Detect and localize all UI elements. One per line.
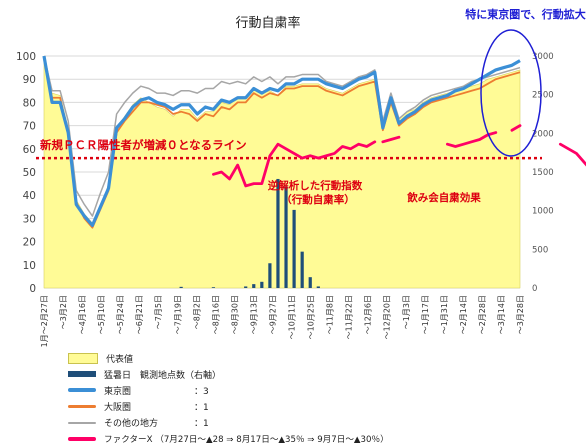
series-line-factor-x <box>381 135 401 144</box>
bar-heatwave <box>244 286 248 288</box>
x-tick-label: ～2月14日 <box>459 295 468 334</box>
y-right-tick-label: 3000 <box>532 52 554 62</box>
nomikai-annotation: 飲み会自粛効果 <box>406 191 481 204</box>
legend-swatch-line <box>68 437 96 442</box>
bar-heatwave <box>308 277 312 288</box>
factor-x-annotation-line1: 逆解析した行動指数 <box>268 179 363 192</box>
marker-layer <box>36 156 542 160</box>
x-tick-label: ～12月20日 <box>383 295 392 339</box>
bar-heatwave <box>211 287 216 288</box>
bar-heatwave <box>268 263 272 288</box>
factor-x-annotation-line2: （行動自粛率） <box>281 193 355 206</box>
y-right-tick-label: 0 <box>532 284 537 294</box>
x-tick-label: ～10月11日 <box>288 295 297 339</box>
axes-layer: 0102030405060708090100050010001500200025… <box>16 51 554 347</box>
bar-heatwave <box>260 281 264 288</box>
legend-item-factor-x: ファクターX （7月27日～▲28 ⇒ 8月17日～▲35％ ⇒ 9月7日～▲3… <box>68 431 578 447</box>
y-left-tick-label: 90 <box>23 74 36 86</box>
x-tick-label: ～1月17日 <box>421 295 430 334</box>
y-right-tick-label: 1500 <box>532 168 554 178</box>
legend-item-heatwave: 猛暑日 観測地点数（右軸） <box>68 366 578 382</box>
x-tick-label: ～8月16日 <box>211 295 220 334</box>
legend-swatch-line <box>68 421 96 424</box>
bars-layer <box>179 178 320 288</box>
tokyo-annotation: 特に東京圏で、行動拡大が顕著 <box>465 7 586 21</box>
series-line-osaka <box>43 58 521 229</box>
y-left-tick-label: 100 <box>16 51 36 63</box>
x-tick-label: ～9月13日 <box>249 295 258 334</box>
x-tick-label: ～5月10日 <box>97 295 106 334</box>
x-tick-label: ～7月5日 <box>154 295 163 329</box>
x-tick-label: ～3月2日 <box>59 295 68 329</box>
y-right-tick-label: 2000 <box>532 129 554 139</box>
bar-heatwave <box>276 178 280 288</box>
series-line-tokyo <box>42 55 521 227</box>
y-left-tick-label: 30 <box>23 213 36 225</box>
legend-weight: ：1 <box>194 403 209 414</box>
x-tick-label: ～2月28日 <box>478 295 487 334</box>
x-tick-label: ～1月31日 <box>440 295 449 334</box>
legend-item-representative: 代表値 <box>68 350 578 366</box>
y-left-tick-label: 50 <box>23 167 36 179</box>
y-right-tick-label: 500 <box>532 245 548 255</box>
bar-heatwave <box>292 209 296 288</box>
x-tick-label: ～8月2日 <box>192 295 201 329</box>
x-tick-label: ～8月30日 <box>230 295 239 334</box>
x-tick-label: ～7月19日 <box>173 295 182 334</box>
x-tick-label: ～11月8日 <box>326 295 335 334</box>
legend-item-tokyo: 東京圏 ：3 <box>68 382 578 398</box>
x-tick-label: ～11月22日 <box>345 295 354 339</box>
legend-weight: ：1 <box>194 419 209 430</box>
x-tick-label: ～5月24日 <box>116 295 125 334</box>
bar-heatwave <box>300 251 304 288</box>
bar-heatwave <box>284 186 288 288</box>
x-tick-label: 1月～2月27日 <box>40 295 49 347</box>
bar-heatwave <box>179 286 183 288</box>
series-line-factor-x <box>212 140 377 188</box>
legend-swatch-bar <box>68 371 96 378</box>
series-line-factor-x <box>445 131 498 148</box>
threshold-annotation: 新規ＰＣＲ陽性者が増減０となるライン <box>40 138 247 152</box>
y-left-tick-label: 80 <box>23 97 36 109</box>
legend-label: ファクターX （7月27日～▲28 ⇒ 8月17日～▲35％ ⇒ 9月7日～▲3… <box>104 435 389 446</box>
tokyo-highlight-ellipse <box>480 29 542 157</box>
series-line-other <box>43 55 521 217</box>
bar-heatwave <box>316 286 320 288</box>
x-tick-label: ～4月16日 <box>78 295 87 334</box>
y-left-tick-label: 10 <box>23 260 36 272</box>
lines-layer <box>42 55 586 229</box>
legend-label: 東京圏 <box>104 386 132 397</box>
y-left-tick-label: 40 <box>23 190 36 202</box>
y-right-tick-label: 2500 <box>532 91 554 101</box>
x-tick-label: ～3月28日 <box>516 295 525 334</box>
series-line-factor-x <box>558 142 586 167</box>
y-left-tick-label: 60 <box>23 144 36 156</box>
legend-label: 大阪圏 <box>104 403 132 414</box>
legend-swatch-line <box>68 405 96 409</box>
legend-label: 代表値 <box>106 354 134 365</box>
y-left-tick-label: 20 <box>23 237 36 249</box>
x-tick-label: ～3月14日 <box>497 295 506 334</box>
bar-heatwave <box>252 284 256 288</box>
legend-weight: ：3 <box>194 386 209 397</box>
legend: 代表値 猛暑日 観測地点数（右軸） 東京圏 ：3 大阪圏 ：1 その他の地方 ：… <box>68 350 578 447</box>
x-tick-label: ～9月27日 <box>268 295 277 334</box>
y-right-tick-label: 1000 <box>532 207 554 217</box>
y-left-tick-label: 0 <box>29 283 36 295</box>
chart-title: 行動自粛率 <box>235 15 300 31</box>
legend-swatch-area <box>68 352 98 364</box>
legend-label: 猛暑日 観測地点数（右軸） <box>104 370 222 381</box>
x-tick-label: ～6月21日 <box>135 295 144 334</box>
y-left-tick-label: 70 <box>23 121 36 133</box>
x-tick-label: ～1月3日 <box>402 295 411 329</box>
x-tick-label: ～10月25日 <box>307 295 316 339</box>
x-tick-label: ～12月6日 <box>364 295 373 334</box>
legend-swatch-line <box>68 388 96 393</box>
legend-item-other: その他の地方 ：1 <box>68 415 578 431</box>
series-line-factor-x <box>510 124 522 132</box>
legend-item-osaka: 大阪圏 ：1 <box>68 399 578 415</box>
legend-label: その他の地方 <box>104 419 159 430</box>
